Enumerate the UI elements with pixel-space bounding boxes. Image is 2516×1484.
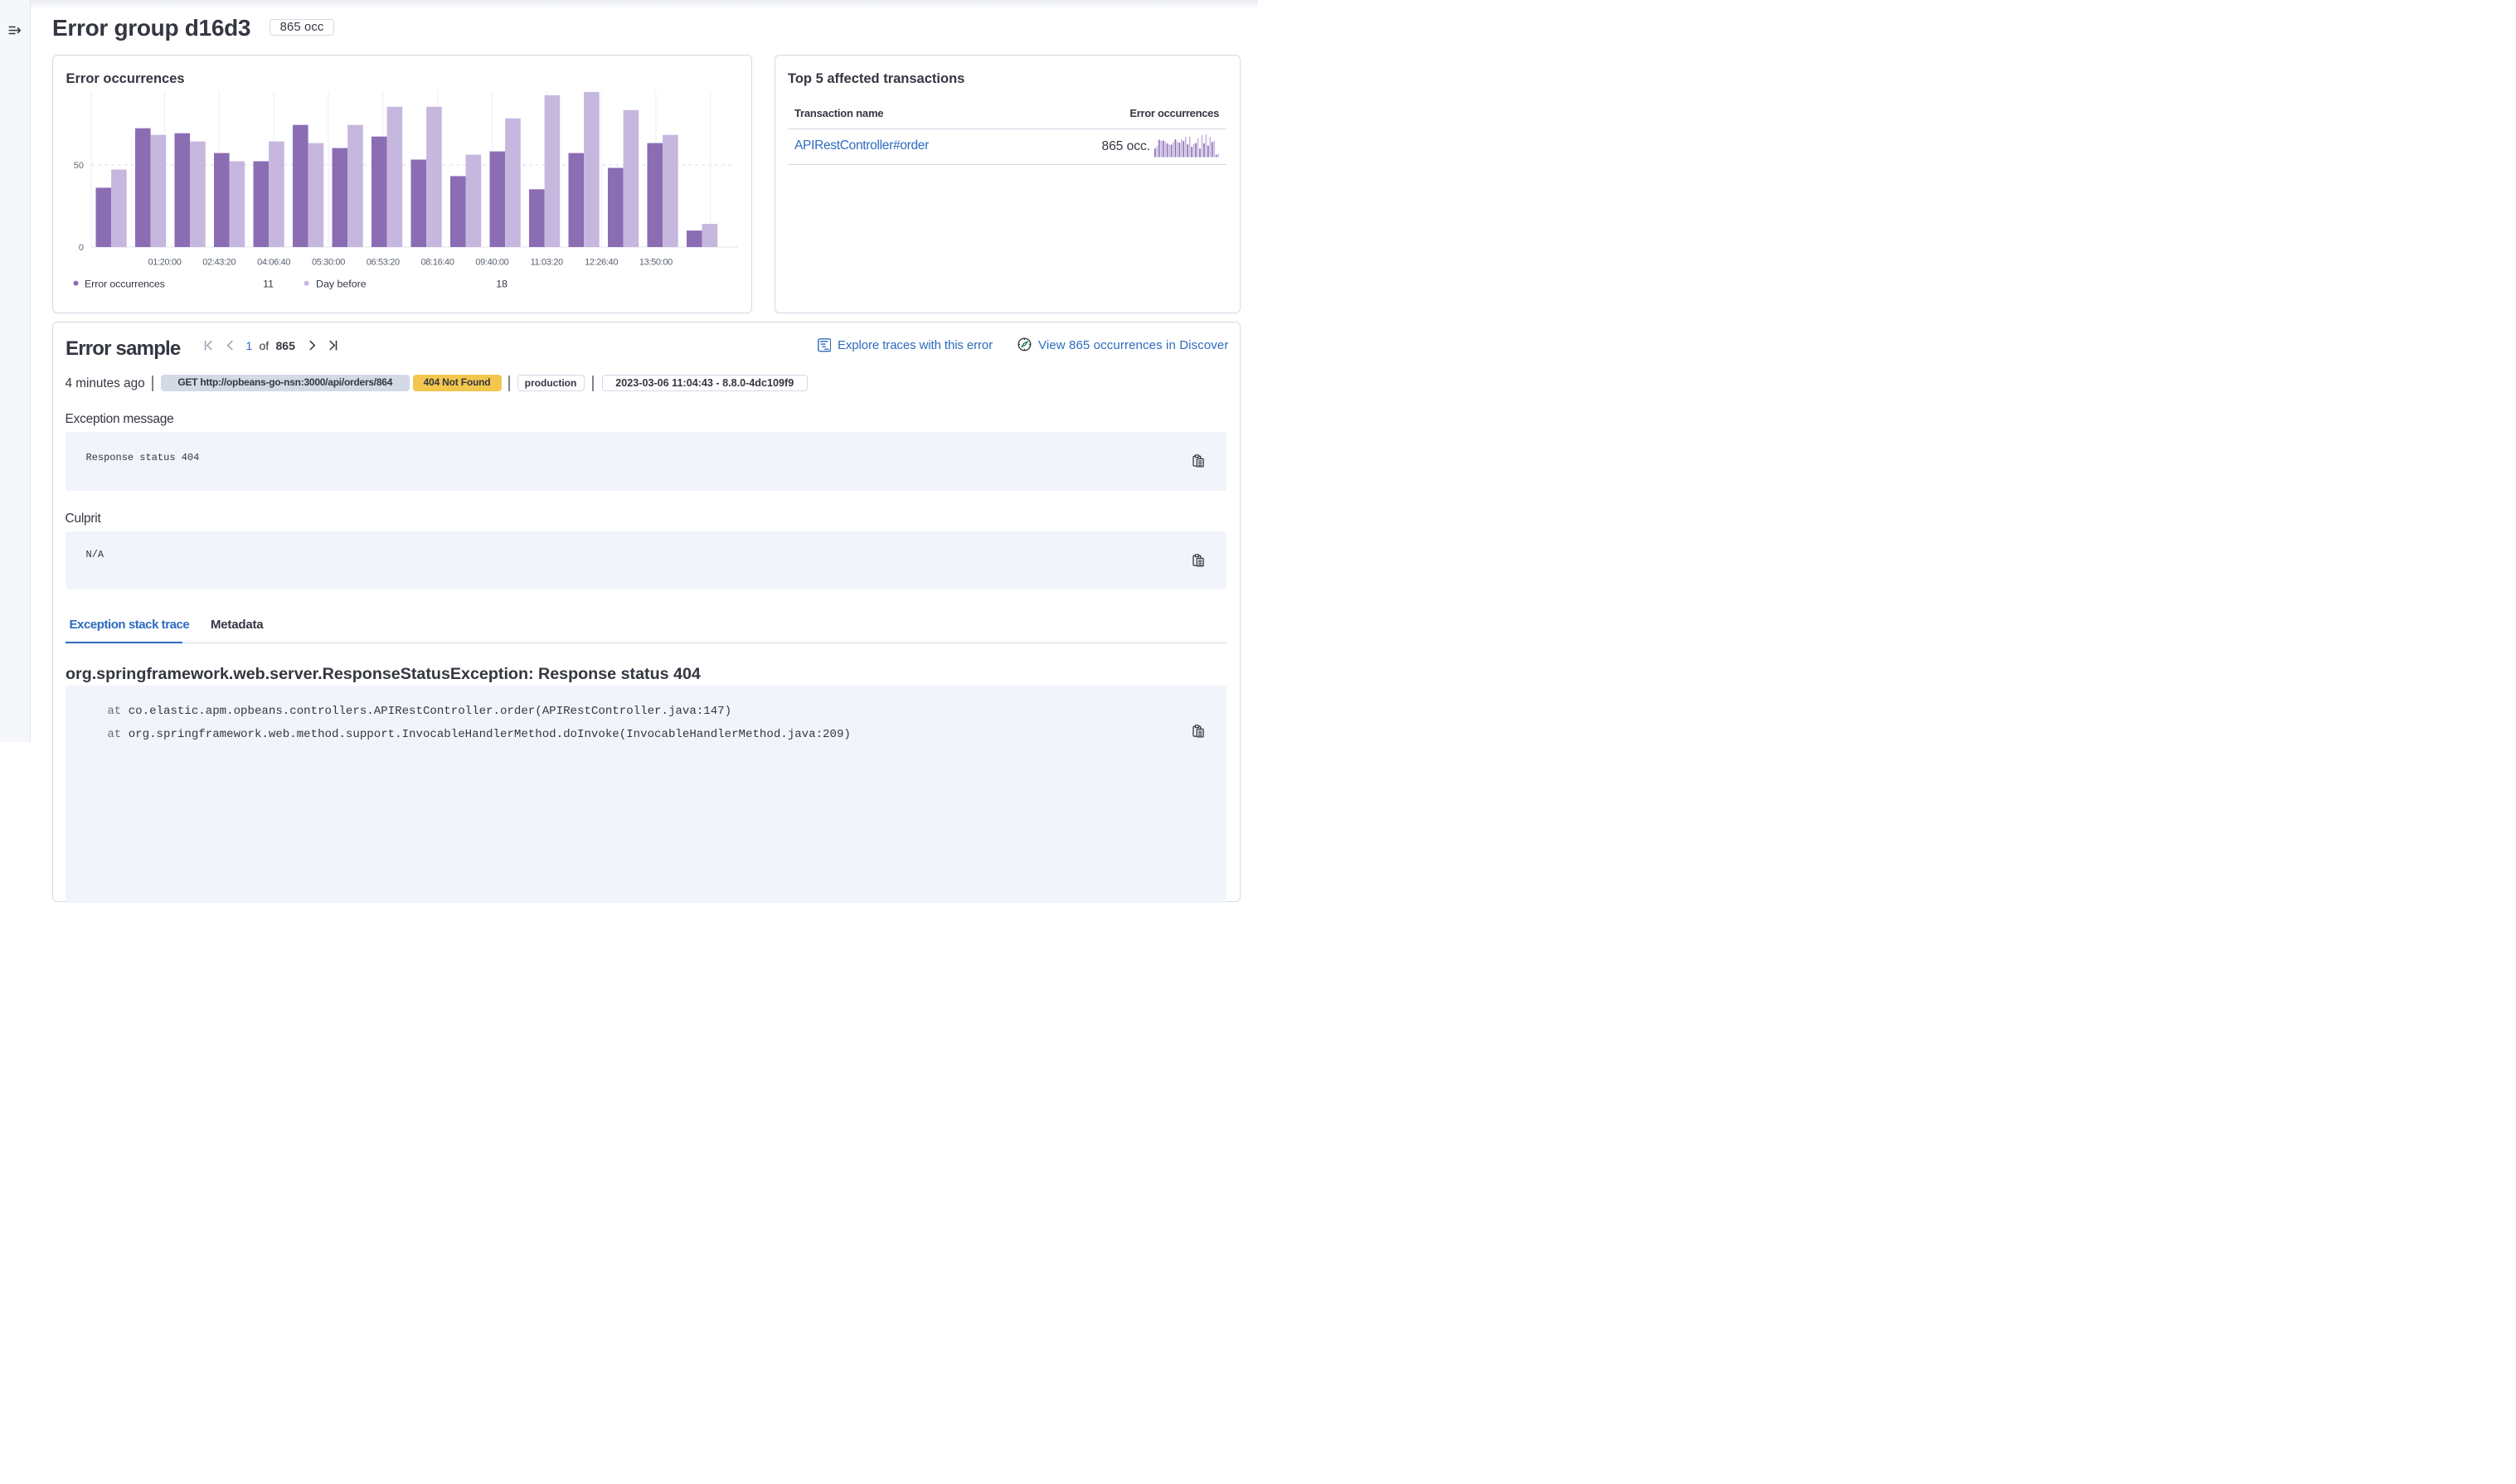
svg-text:13:50:00: 13:50:00 [639,257,673,267]
svg-text:08:16:40: 08:16:40 [421,257,454,267]
svg-text:0: 0 [79,243,84,253]
svg-text:12:26:40: 12:26:40 [585,257,618,267]
svg-text:05:30:00: 05:30:00 [312,257,345,267]
svg-text:01:20:00: 01:20:00 [148,257,181,267]
svg-text:09:40:00: 09:40:00 [475,257,508,267]
svg-text:Error occurrences: Error occurrences [85,279,165,290]
svg-text:06:53:20: 06:53:20 [367,257,400,267]
svg-text:04:06:40: 04:06:40 [257,257,290,267]
svg-text:50: 50 [74,161,84,171]
svg-text:02:43:20: 02:43:20 [202,257,236,267]
svg-text:18: 18 [496,279,508,290]
svg-text:11: 11 [263,279,274,290]
svg-text:Day before: Day before [316,279,367,290]
svg-text:11:03:20: 11:03:20 [531,257,563,267]
